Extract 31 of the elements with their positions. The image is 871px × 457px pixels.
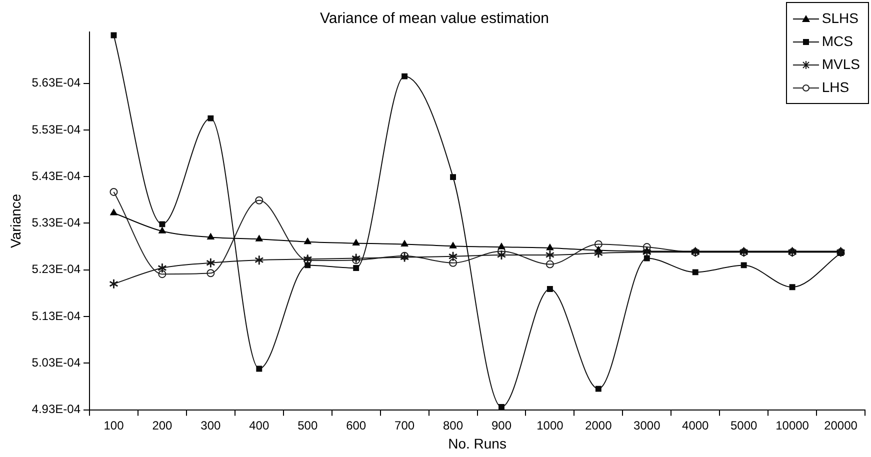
y-axis-title: Variance bbox=[7, 194, 24, 248]
x-tick-label: 4000 bbox=[682, 418, 710, 432]
y-tick-label: 5.63E-04 bbox=[32, 76, 81, 90]
y-tick-label: 5.43E-04 bbox=[32, 168, 81, 183]
x-tick-label: 800 bbox=[443, 418, 464, 432]
x-tick-label: 500 bbox=[298, 418, 318, 432]
y-tick-label: 5.33E-04 bbox=[32, 216, 81, 230]
x-tick-label: 5000 bbox=[730, 418, 758, 432]
x-tick-label: 400 bbox=[249, 418, 270, 432]
x-axis-title: No. Runs bbox=[448, 435, 506, 452]
x-tick-label: 10000 bbox=[776, 418, 810, 432]
x-tick-label: 3000 bbox=[634, 418, 661, 432]
x-tick-label: 20000 bbox=[824, 418, 858, 432]
x-tick-label: 700 bbox=[394, 418, 415, 432]
y-tick-label: 4.93E-04 bbox=[32, 402, 81, 416]
legend-label: LHS bbox=[822, 79, 850, 95]
x-tick-label: 900 bbox=[491, 418, 512, 432]
chart-title: Variance of mean value estimation bbox=[320, 10, 550, 28]
x-tick-label: 2000 bbox=[585, 418, 612, 432]
x-tick-label: 100 bbox=[104, 418, 124, 432]
y-tick-label: 5.13E-04 bbox=[32, 308, 81, 323]
y-tick-label: 5.53E-04 bbox=[32, 122, 81, 136]
y-tick-label: 5.03E-04 bbox=[32, 355, 81, 370]
x-tick-label: 1000 bbox=[536, 418, 564, 432]
x-tick-label: 600 bbox=[346, 418, 366, 432]
y-tick-label: 5.23E-04 bbox=[32, 262, 81, 276]
x-tick-label: 200 bbox=[152, 418, 173, 432]
legend-label: MCS bbox=[822, 33, 853, 49]
legend-label: SLHS bbox=[822, 10, 858, 26]
x-tick-label: 300 bbox=[200, 418, 222, 432]
legend-label: MVLS bbox=[822, 56, 860, 72]
